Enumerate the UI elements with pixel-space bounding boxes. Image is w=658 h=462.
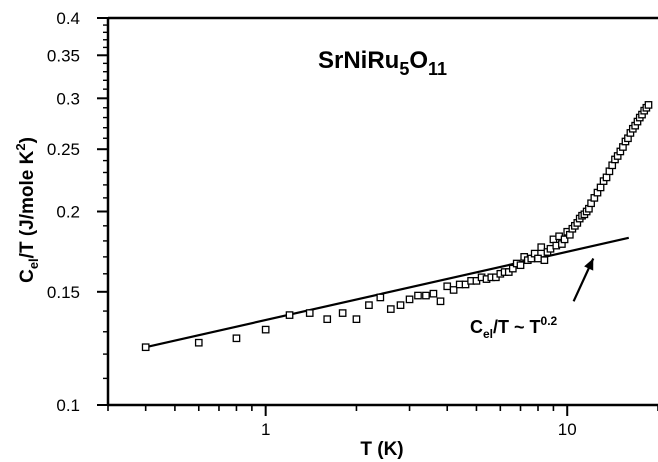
data-point: [603, 174, 609, 180]
y-tick-label: 0.2: [56, 203, 80, 222]
data-point: [324, 316, 330, 322]
data-point: [262, 326, 268, 332]
x-tick-label: 1: [261, 420, 270, 439]
y-tick-label: 0.25: [47, 140, 80, 159]
fit-label-superscript: 0.2: [541, 314, 558, 328]
formula-subscript: 5: [399, 59, 409, 79]
data-point: [535, 255, 541, 261]
y-label-tail: ): [17, 137, 38, 143]
x-axis-title: T (K): [360, 439, 403, 460]
data-point: [388, 306, 394, 312]
fit-label-base: C: [470, 317, 483, 337]
data-point: [142, 344, 148, 350]
data-point: [339, 310, 345, 316]
data-point: [233, 335, 239, 341]
data-point: [423, 292, 429, 298]
fit-label-text: /T ~ T: [493, 317, 541, 337]
compound-formula: SrNiRu5O11: [318, 47, 447, 79]
data-point: [307, 310, 313, 316]
formula-subscript: 11: [428, 59, 447, 79]
data-point: [541, 257, 547, 263]
data-point: [437, 298, 443, 304]
formula-text: O: [409, 47, 428, 74]
x-tick-label: 10: [558, 420, 577, 439]
y-tick-label: 0.1: [56, 396, 80, 415]
y-tick-label: 0.4: [56, 9, 80, 28]
data-point: [196, 340, 202, 346]
data-point: [444, 283, 450, 289]
data-point: [450, 287, 456, 293]
data-point: [366, 302, 372, 308]
data-point: [406, 296, 412, 302]
y-tick-label: 0.3: [56, 89, 80, 108]
formula-text: SrNiRu: [318, 47, 399, 74]
y-axis-title: Cel/T (J/mole K2): [13, 137, 41, 283]
data-point: [517, 262, 523, 268]
y-tick-label: 0.15: [47, 283, 80, 302]
data-point: [377, 294, 383, 300]
data-point: [286, 312, 292, 318]
data-point: [597, 184, 603, 190]
data-point: [645, 102, 651, 108]
data-point: [538, 244, 544, 250]
y-tick-label: 0.35: [47, 46, 80, 65]
plot-area: [142, 102, 651, 351]
y-label-subscript: el: [26, 258, 41, 269]
fit-label: Cel/T ~ T0.2: [470, 314, 558, 341]
data-point: [397, 302, 403, 308]
data-point: [353, 316, 359, 322]
data-point: [415, 292, 421, 298]
fit-line: [146, 238, 629, 347]
y-label-superscript: 2: [13, 143, 28, 150]
y-label-text: /T (J/mole K: [17, 150, 38, 258]
data-point: [430, 290, 436, 296]
fit-label-subscript: el: [483, 327, 493, 341]
y-label-base: C: [17, 269, 38, 283]
